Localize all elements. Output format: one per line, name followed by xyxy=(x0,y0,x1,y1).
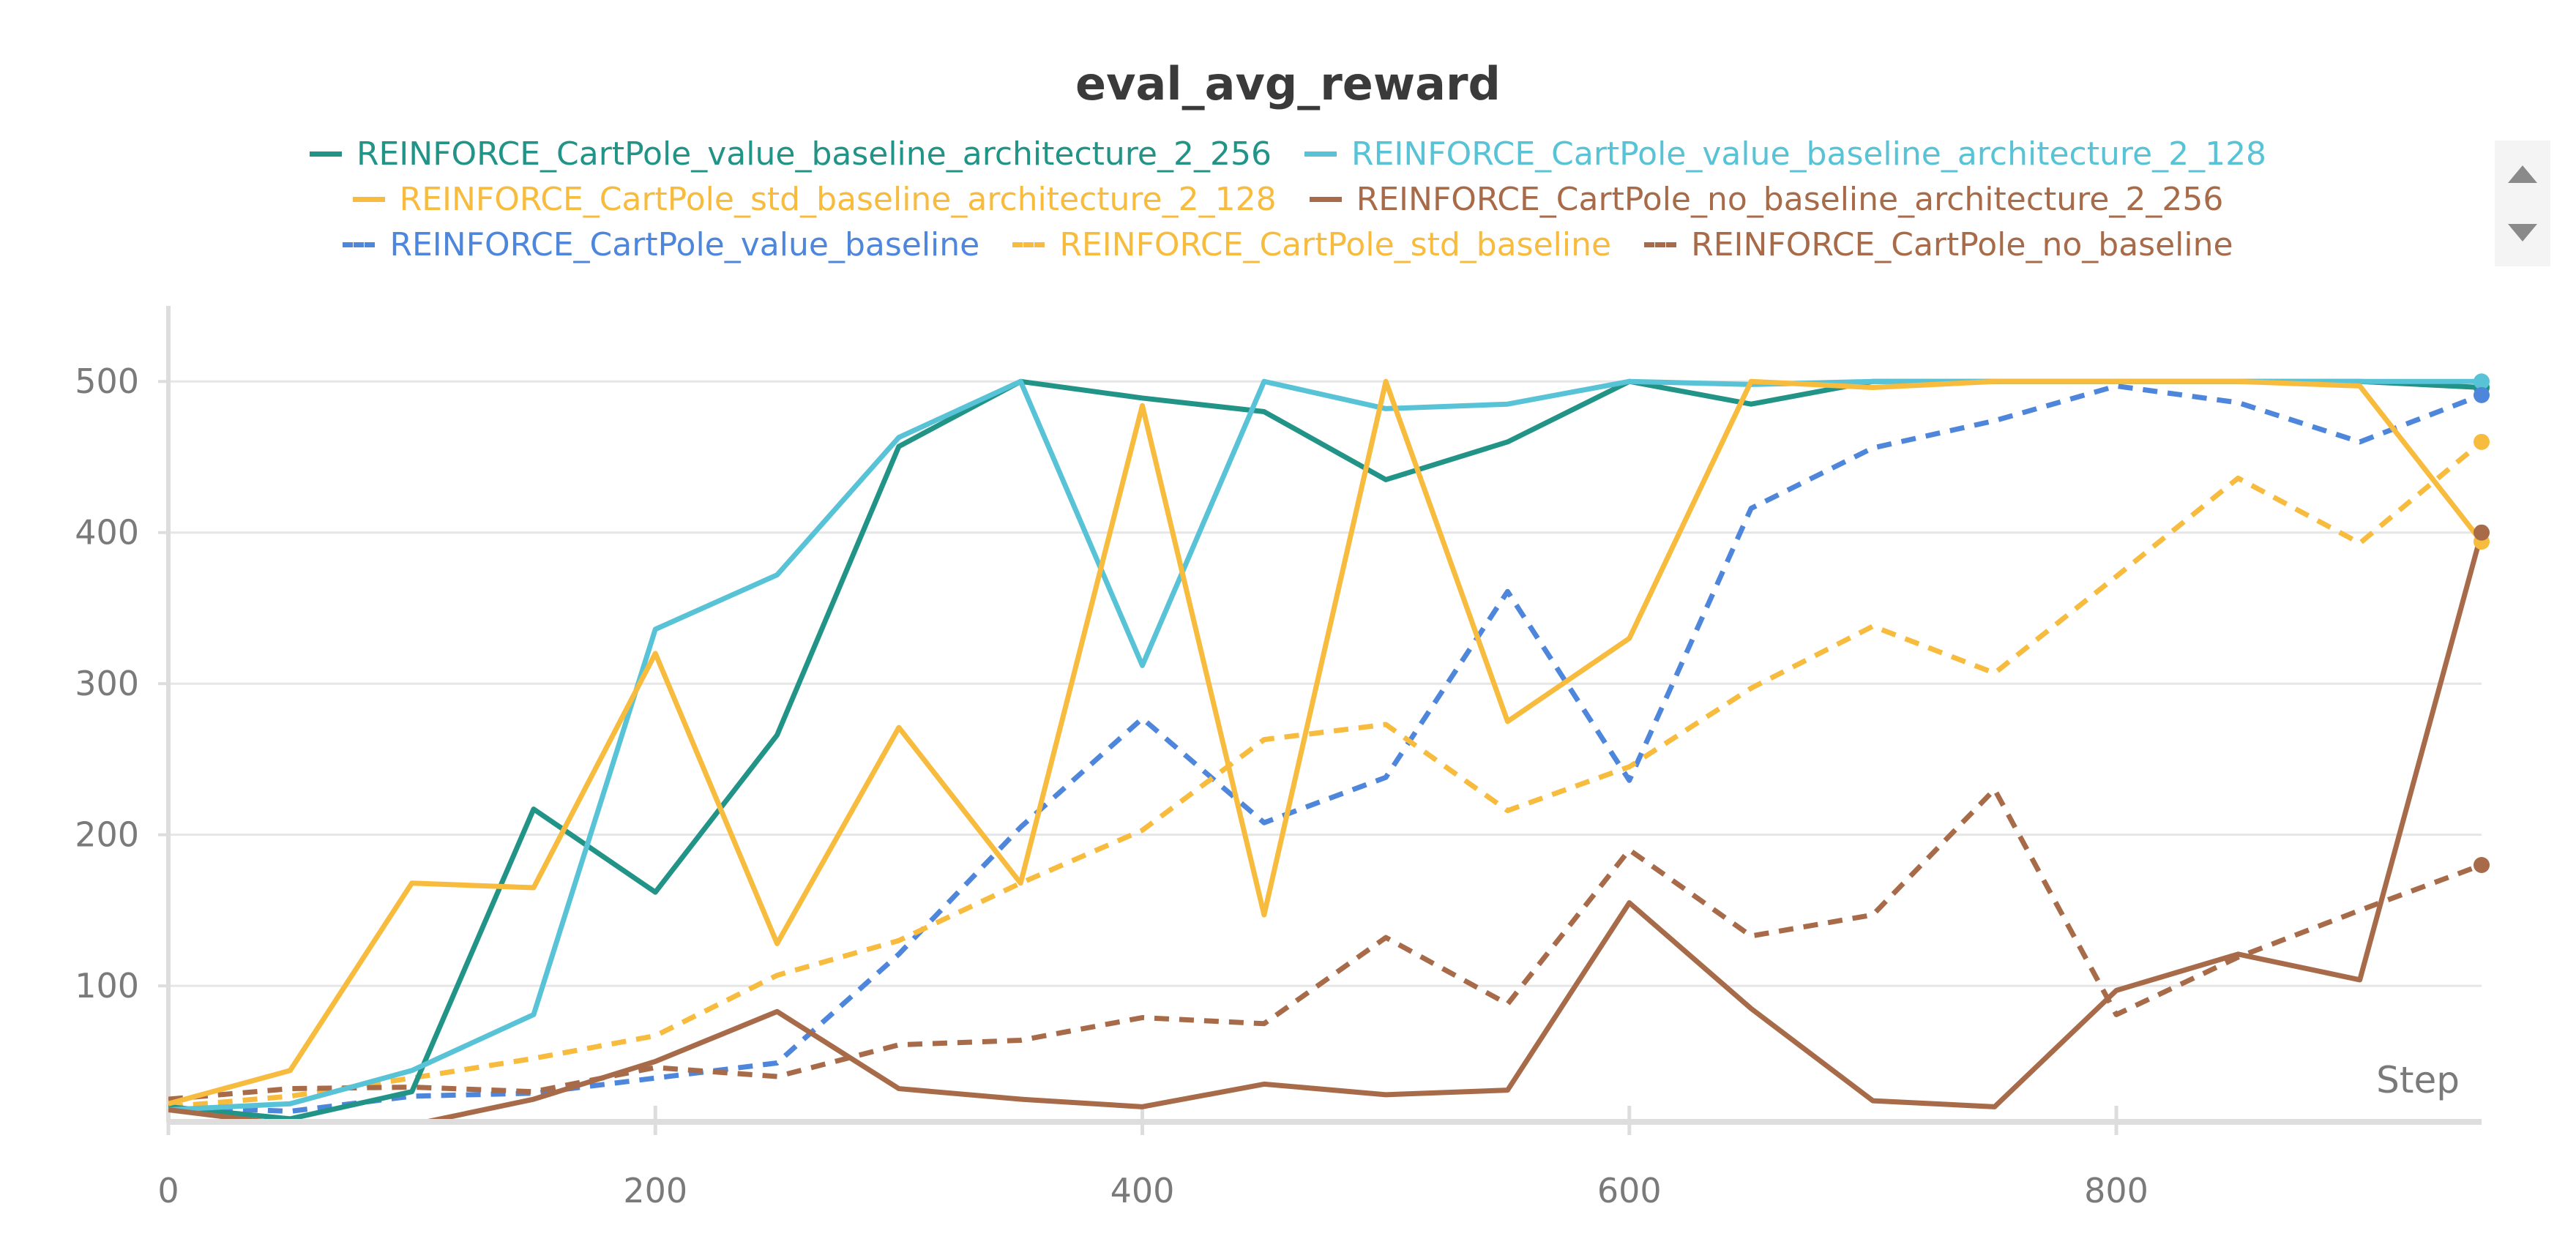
legend-label: REINFORCE_CartPole_value_baseline_archit… xyxy=(356,135,1272,173)
series-line-1 xyxy=(168,378,2482,1112)
series-endpoint-6 xyxy=(2474,856,2490,873)
triangle-down-icon[interactable] xyxy=(2508,224,2537,242)
series-line-4 xyxy=(168,383,2483,1115)
legend-scroll-controls xyxy=(2495,141,2550,266)
legend-item-no-baseline-arch-256[interactable]: REINFORCE_CartPole_no_baseline_architect… xyxy=(1309,181,2224,218)
x-tick-label: 200 xyxy=(623,1171,687,1210)
x-axis-label: Step xyxy=(2376,1059,2460,1101)
x-tick-label: 0 xyxy=(157,1171,179,1210)
chart-title: eval_avg_reward xyxy=(1075,57,1501,111)
series-line-2 xyxy=(168,378,2484,1107)
legend-swatch xyxy=(1304,151,1337,157)
legend-swatch xyxy=(309,151,342,157)
y-tick-label: 500 xyxy=(75,362,139,401)
y-tick-label: 400 xyxy=(75,513,139,553)
x-tick-label: 600 xyxy=(1597,1171,1662,1210)
series-line-3 xyxy=(168,531,2484,1119)
legend-item-value-baseline-arch-256[interactable]: REINFORCE_CartPole_value_baseline_archit… xyxy=(309,135,1272,173)
series-endpoint-1 xyxy=(2474,373,2490,390)
series-lines xyxy=(168,373,2490,1119)
axes xyxy=(158,306,2482,1135)
y-tick-label: 300 xyxy=(75,664,139,703)
legend-label: REINFORCE_CartPole_value_baseline_archit… xyxy=(1351,135,2267,173)
series-endpoint-4 xyxy=(2474,386,2490,403)
series-endpoint-5 xyxy=(2474,433,2490,450)
y-tick-label: 200 xyxy=(75,815,139,855)
legend-item-value-baseline[interactable]: REINFORCE_CartPole_value_baseline xyxy=(343,226,979,263)
legend-row-3: REINFORCE_CartPole_value_baseline REINFO… xyxy=(0,226,2576,273)
legend-label: REINFORCE_CartPole_no_baseline_architect… xyxy=(1356,181,2224,218)
series-line-5 xyxy=(168,440,2484,1109)
legend-swatch xyxy=(1309,197,1342,202)
y-tick-label: 100 xyxy=(75,966,139,1006)
legend-item-std-baseline-arch-128[interactable]: REINFORCE_CartPole_std_baseline_architec… xyxy=(352,181,1277,218)
legend-item-no-baseline[interactable]: REINFORCE_CartPole_no_baseline xyxy=(1644,226,2233,263)
triangle-up-icon[interactable] xyxy=(2508,165,2537,183)
legend-label: REINFORCE_CartPole_value_baseline xyxy=(389,226,980,263)
legend-label: REINFORCE_CartPole_std_baseline_architec… xyxy=(399,181,1277,218)
legend-row-2: REINFORCE_CartPole_std_baseline_architec… xyxy=(0,181,2576,228)
legend-swatch xyxy=(352,197,385,202)
legend-item-value-baseline-arch-128[interactable]: REINFORCE_CartPole_value_baseline_archit… xyxy=(1304,135,2266,173)
series-line-6 xyxy=(168,787,2483,1102)
legend-row-1: REINFORCE_CartPole_value_baseline_archit… xyxy=(0,135,2576,182)
legend-label: REINFORCE_CartPole_no_baseline xyxy=(1691,226,2233,263)
series-line-0 xyxy=(168,378,2482,1119)
legend-swatch xyxy=(1012,242,1045,247)
legend-swatch xyxy=(1644,242,1677,247)
series-endpoint-3 xyxy=(2474,524,2490,541)
tick-labels: 100 200 300 400 500 0 200 400 600 800 xyxy=(75,362,2148,1210)
x-tick-label: 800 xyxy=(2084,1171,2148,1210)
legend-item-std-baseline[interactable]: REINFORCE_CartPole_std_baseline xyxy=(1012,226,1611,263)
legend-label: REINFORCE_CartPole_std_baseline xyxy=(1059,226,1612,263)
x-tick-label: 400 xyxy=(1110,1171,1175,1210)
grid-lines xyxy=(168,380,2482,987)
legend-swatch xyxy=(343,242,376,247)
